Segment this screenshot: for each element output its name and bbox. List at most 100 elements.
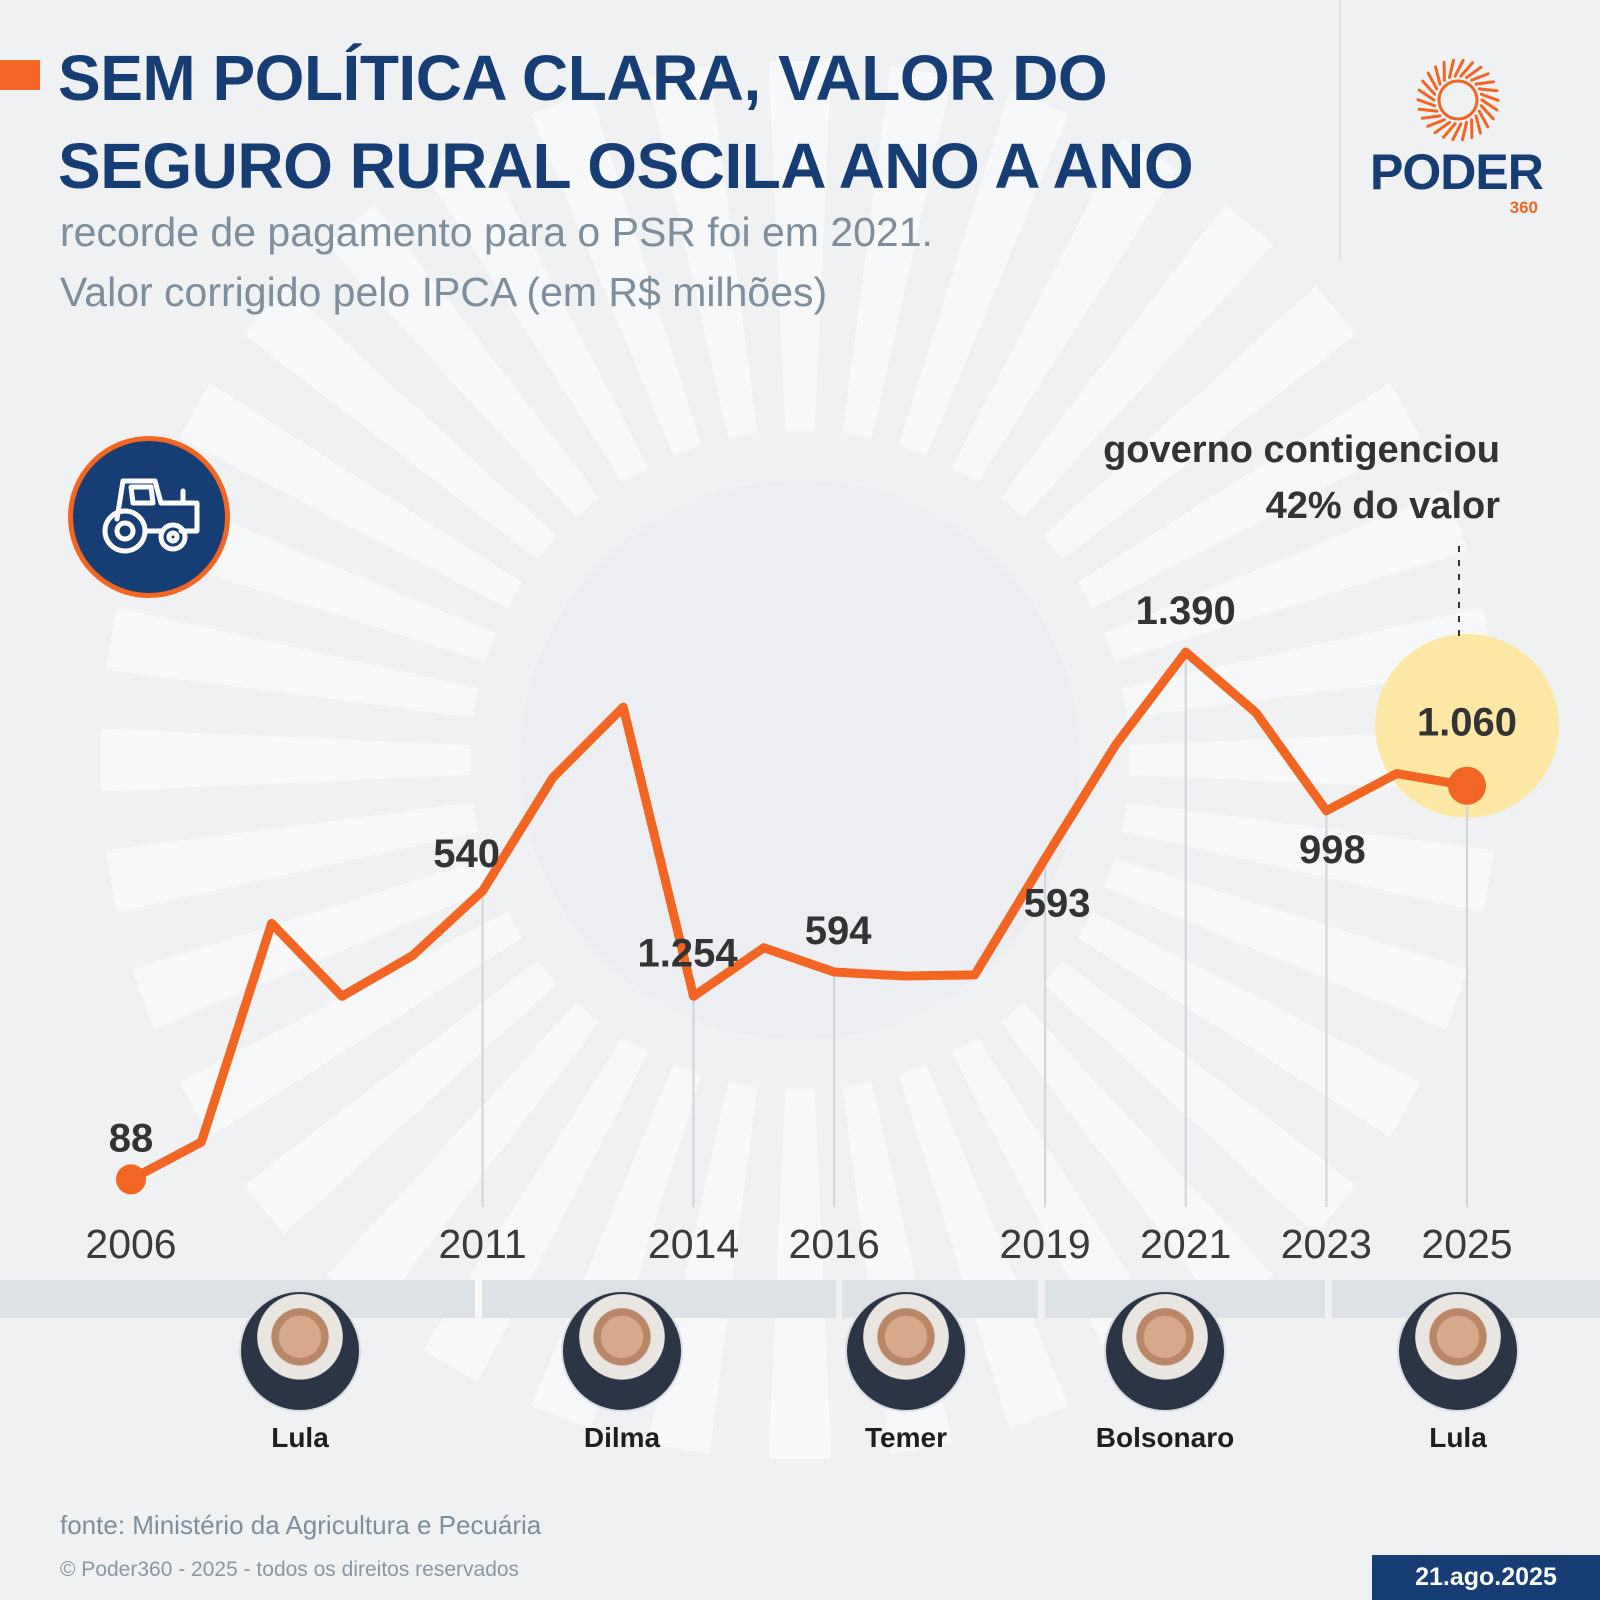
logo-sun-ray: [1421, 79, 1437, 96]
series-line: [126, 647, 1472, 1184]
poder360-logo: PODER 360: [1370, 55, 1550, 225]
burst-ray: [1042, 286, 1356, 560]
logo-sun-ray: [1417, 107, 1439, 113]
highlight-circle: [1375, 633, 1559, 818]
logo-sun-ray: [1470, 72, 1490, 82]
avatar: [239, 1290, 361, 1412]
burst-ray: [842, 65, 953, 438]
burst-ray: [898, 1064, 1069, 1428]
logo-sun-core: [1437, 79, 1479, 121]
president-bolsonaro: Bolsonaro: [1075, 1290, 1255, 1454]
burst-ray: [1000, 1002, 1274, 1316]
point-end: [1448, 766, 1486, 805]
logo-sun-ray: [1474, 114, 1482, 135]
x-tick-2023: 2023: [1281, 1221, 1372, 1267]
logo-sun-ray: [1420, 114, 1442, 120]
burst-ray: [1104, 491, 1468, 662]
data-label-2021: 1.390: [1136, 589, 1236, 633]
header-divider: [1339, 0, 1341, 260]
data-label-2019: 593: [1024, 882, 1091, 926]
subtitle-line-2: Valor corrigido pelo IPCA (em R$ milhões…: [60, 269, 828, 315]
burst-ray: [1122, 607, 1495, 718]
logo-sun-ray: [1479, 104, 1495, 121]
burst-ray: [1122, 802, 1495, 913]
burst-ray: [531, 92, 702, 456]
timeline-band-lula: [0, 1280, 475, 1318]
subtitle: recorde de pagamento para o PSR foi em 2…: [60, 202, 1260, 322]
avatar: [845, 1290, 967, 1412]
burst-ray: [951, 138, 1177, 482]
president-name: Lula: [271, 1422, 329, 1453]
copyright-note: © Poder360 - 2025 - todos os direitos re…: [60, 1558, 520, 1581]
data-label-2006: 88: [109, 1116, 154, 1160]
president-name: Temer: [865, 1422, 947, 1453]
burst-ray: [326, 204, 600, 518]
source-note: fonte: Ministério da Agricultura e Pecuá…: [60, 1510, 542, 1540]
title-accent-bar: [0, 60, 40, 90]
tractor-badge: [68, 436, 230, 598]
burst-ray: [1104, 858, 1468, 1029]
logo-number: 360: [1509, 198, 1538, 217]
burst-ray: [100, 728, 471, 792]
burst-ray: [898, 92, 1069, 456]
logo-sun-ray: [1474, 80, 1496, 86]
x-tick-2025: 2025: [1421, 1221, 1512, 1267]
president-temer: Temer: [816, 1290, 996, 1454]
publication-date: 21.ago.2025: [1372, 1555, 1600, 1600]
data-label-2016: 594: [805, 909, 872, 953]
burst-ray: [244, 286, 558, 560]
logo-sun-ray: [1465, 65, 1483, 80]
burst-ray: [105, 802, 478, 913]
logo-sun-ray: [1426, 71, 1439, 91]
point-start: [116, 1164, 146, 1195]
data-label-2025: 1.060: [1417, 701, 1517, 745]
tractor-icon: [102, 478, 200, 554]
burst-ray: [132, 858, 496, 1029]
president-dilma: Dilma: [532, 1290, 712, 1454]
logo-sun-ray: [1451, 122, 1463, 142]
burst-core: [520, 480, 1080, 1040]
data-label-2023: 998: [1299, 828, 1366, 872]
page-title: SEM POLÍTICA CLARA, VALOR DO SEGURO RURA…: [58, 42, 1194, 202]
burst-ray: [105, 607, 478, 718]
burst-ray: [244, 960, 558, 1234]
logo-sun-ray: [1434, 65, 1442, 86]
subtitle-line-1: recorde de pagamento para o PSR foi em 2…: [60, 209, 933, 255]
logo-word: PODER: [1370, 144, 1544, 200]
logo-sun-ray: [1416, 98, 1437, 108]
burst-ray: [326, 1002, 600, 1316]
logo-sun-ray: [1477, 87, 1499, 93]
logo-sun-ray: [1447, 58, 1456, 80]
sun-burst-icon: [1416, 58, 1500, 142]
logo-sun-ray: [1426, 118, 1446, 128]
logo-sun-ray: [1453, 58, 1465, 78]
logo-sun-ray: [1477, 109, 1490, 129]
burst-ray: [178, 911, 522, 1137]
data-label-2014: 1.254: [637, 931, 738, 975]
avatar: [1104, 1290, 1226, 1412]
logo-sun-ray: [1480, 98, 1499, 112]
logo-sun-ray: [1459, 61, 1474, 78]
x-tick-2006: 2006: [85, 1221, 176, 1267]
president-lula: Lula: [210, 1290, 390, 1454]
burst-ray: [178, 383, 522, 609]
burst-ray: [423, 1038, 649, 1382]
burst-ray: [1042, 960, 1356, 1234]
burst-ray: [1000, 204, 1274, 518]
logo-sun-ray: [1460, 120, 1469, 142]
annotation-line-2: 42% do valor: [1266, 485, 1501, 527]
x-tick-2014: 2014: [648, 1221, 739, 1267]
x-tick-2019: 2019: [999, 1221, 1090, 1267]
line-chart: governo contigenciou 42% do valor 88 540 1.2…: [85, 429, 1559, 1267]
president-lula-2: Lula: [1368, 1290, 1548, 1454]
logo-sun-ray: [1417, 88, 1436, 102]
burst-ray: [768, 60, 832, 431]
annotation-line-1: governo contigenciou: [1103, 429, 1500, 471]
burst-ray: [423, 138, 649, 482]
x-tick-2016: 2016: [789, 1221, 880, 1267]
president-name: Dilma: [583, 1422, 661, 1453]
logo-sun-ray: [1479, 92, 1500, 102]
avatar: [1397, 1290, 1519, 1412]
data-label-2011: 540: [433, 832, 500, 876]
